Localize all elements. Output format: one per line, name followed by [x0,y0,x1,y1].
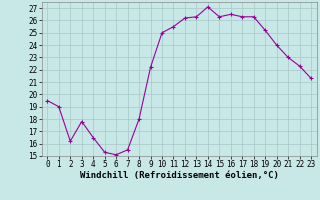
X-axis label: Windchill (Refroidissement éolien,°C): Windchill (Refroidissement éolien,°C) [80,171,279,180]
